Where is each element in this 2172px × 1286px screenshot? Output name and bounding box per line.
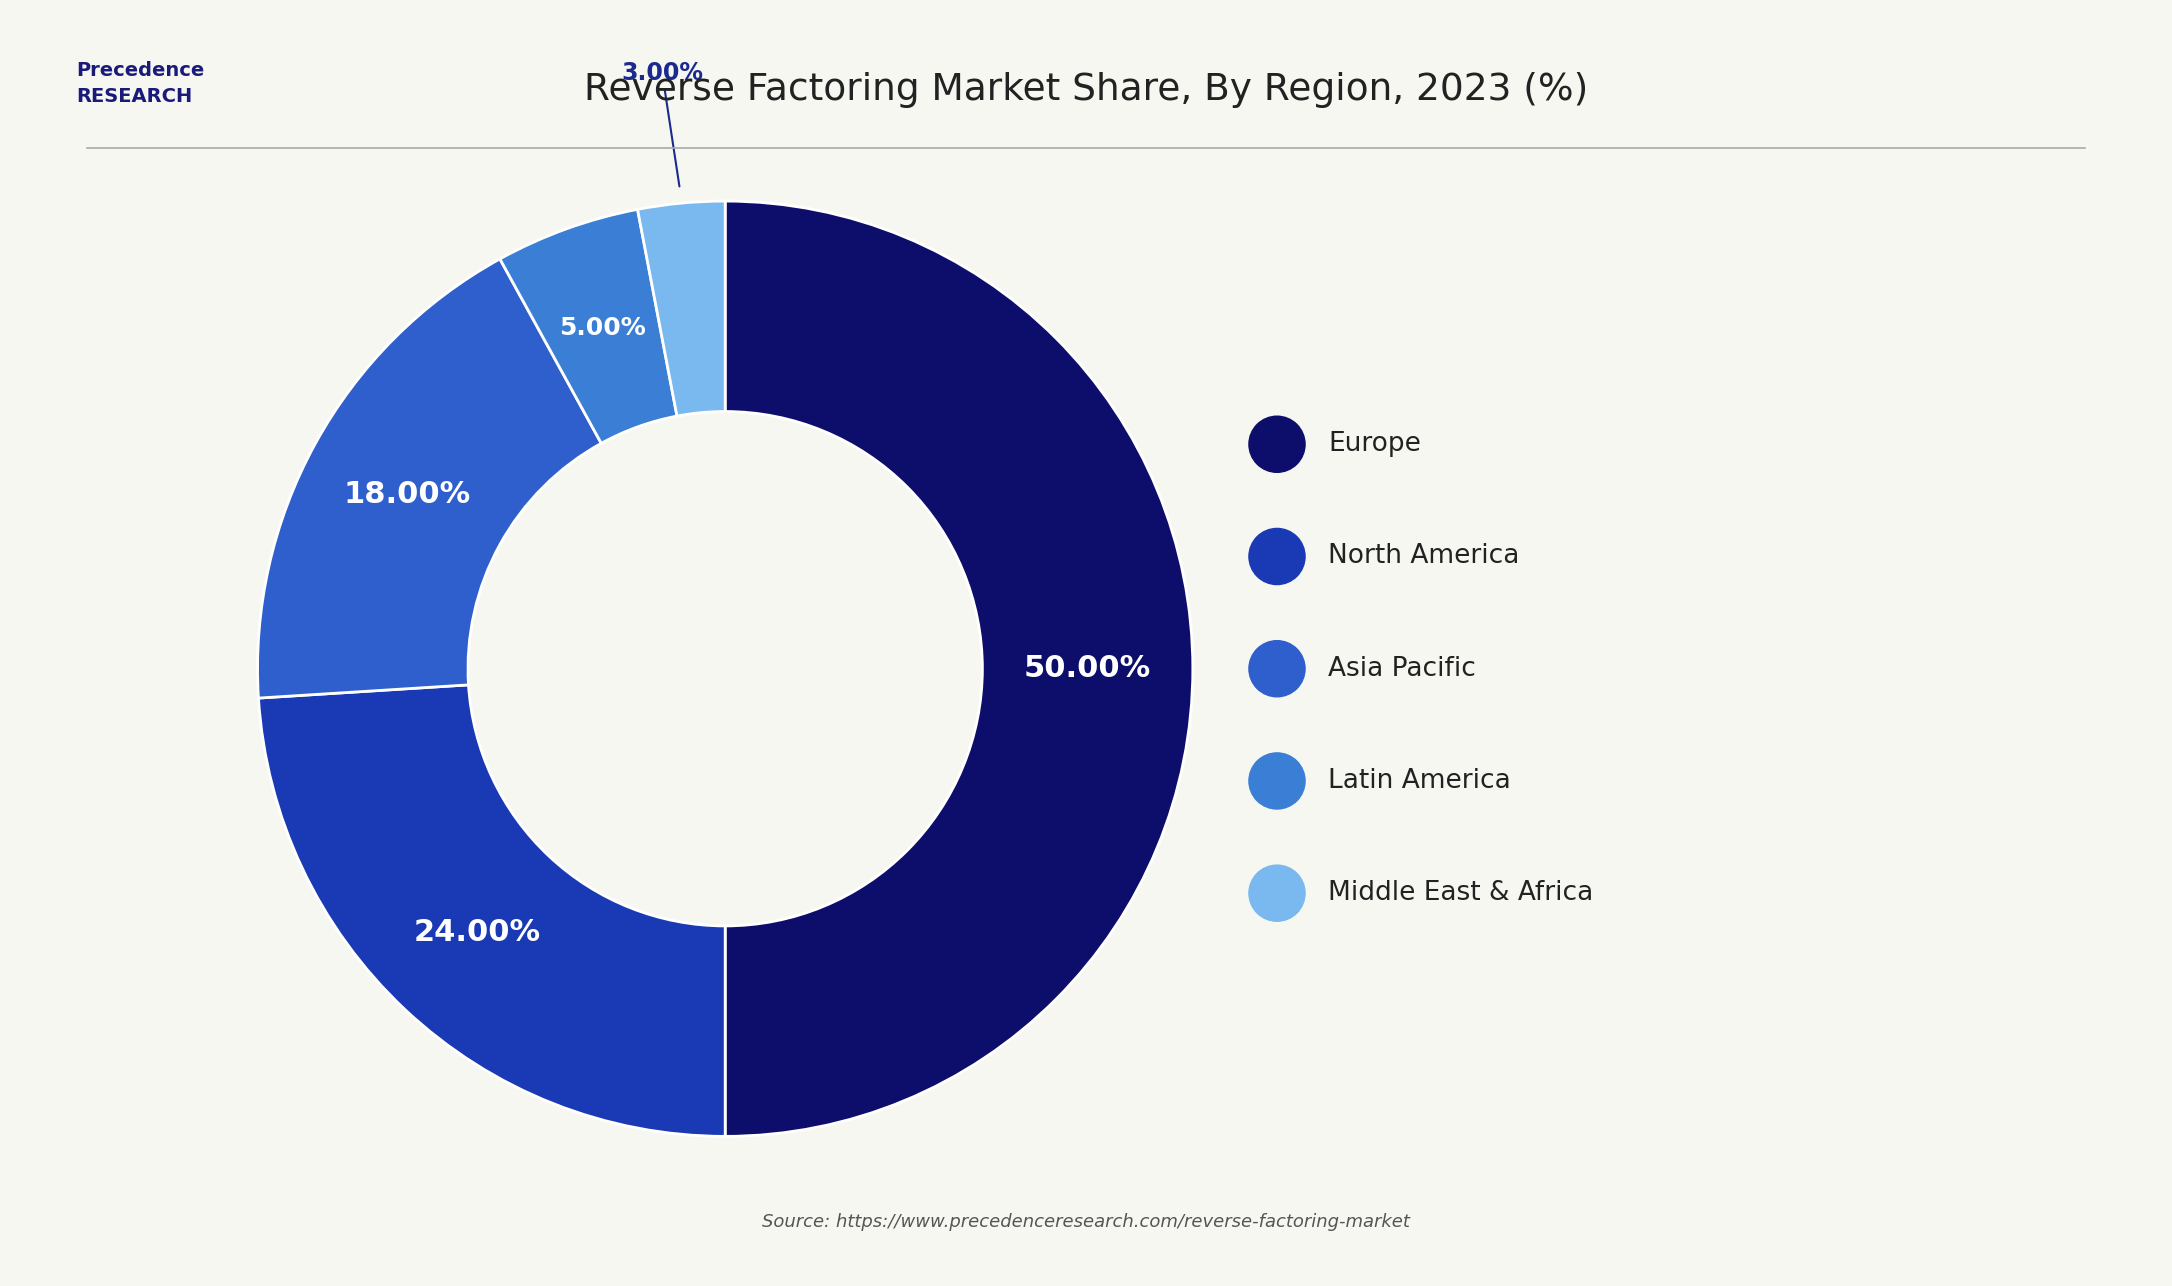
Wedge shape — [639, 201, 725, 417]
Text: Precedence
RESEARCH: Precedence RESEARCH — [76, 60, 204, 107]
Circle shape — [1249, 640, 1305, 697]
Text: Asia Pacific: Asia Pacific — [1329, 656, 1477, 682]
Circle shape — [1249, 752, 1305, 809]
Text: 3.00%: 3.00% — [621, 60, 704, 186]
Wedge shape — [500, 210, 678, 444]
Text: 24.00%: 24.00% — [413, 918, 541, 948]
Text: Source: https://www.precedenceresearch.com/reverse-factoring-market: Source: https://www.precedenceresearch.c… — [762, 1213, 1410, 1231]
Wedge shape — [258, 685, 725, 1137]
Circle shape — [1249, 529, 1305, 585]
Text: North America: North America — [1329, 544, 1520, 570]
Text: Latin America: Latin America — [1329, 768, 1512, 793]
Text: 50.00%: 50.00% — [1023, 655, 1151, 683]
Text: 5.00%: 5.00% — [558, 316, 645, 340]
Circle shape — [1249, 865, 1305, 921]
Text: Reverse Factoring Market Share, By Region, 2023 (%): Reverse Factoring Market Share, By Regio… — [584, 72, 1588, 108]
Circle shape — [1249, 417, 1305, 472]
Wedge shape — [725, 201, 1192, 1137]
Text: Europe: Europe — [1329, 431, 1420, 458]
Text: Middle East & Africa: Middle East & Africa — [1329, 880, 1594, 907]
Text: 18.00%: 18.00% — [343, 480, 471, 509]
Wedge shape — [258, 258, 602, 698]
